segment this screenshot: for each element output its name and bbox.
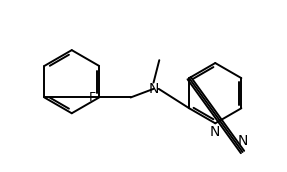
Text: N: N — [210, 125, 220, 139]
Text: F: F — [88, 91, 96, 104]
Text: N: N — [148, 82, 159, 96]
Text: N: N — [237, 134, 248, 148]
